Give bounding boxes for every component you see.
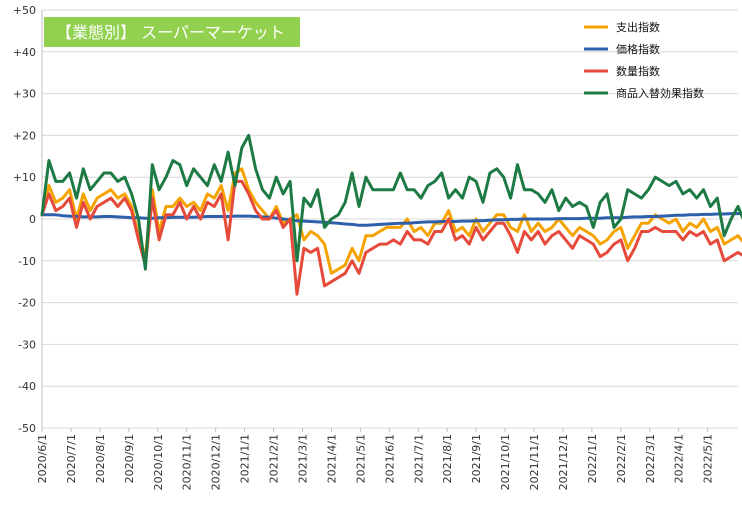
x-tick-label: 2021/11/1 <box>528 434 541 490</box>
x-tick-label: 2021/12/1 <box>557 434 570 490</box>
x-tick-label: 2021/4/1 <box>325 434 338 483</box>
y-axis-ticks: +50 +40 +30 +20 +10 0 -10 -20 -30 -40 -50 <box>13 4 36 435</box>
x-tick-label: 2020/9/1 <box>123 434 136 483</box>
y-tick-label: -40 <box>18 380 36 393</box>
legend-label: 価格指数 <box>616 42 660 56</box>
chart-title: 【業態別】 スーパーマーケット <box>56 23 285 42</box>
y-tick-label: +30 <box>13 88 36 101</box>
gridlines <box>41 9 738 429</box>
y-tick-label: -10 <box>18 255 36 268</box>
legend-label: 商品入替効果指数 <box>616 86 704 100</box>
series-line-2 <box>40 211 742 227</box>
x-tick-label: 2021/8/1 <box>441 434 454 483</box>
x-tick-label: 2021/7/1 <box>412 434 425 483</box>
y-tick-label: +50 <box>13 4 36 17</box>
x-tick-label: 2022/2/1 <box>615 434 628 483</box>
y-tick-label: -20 <box>18 297 36 310</box>
x-tick-label: 2021/5/1 <box>354 434 367 483</box>
x-tick-label: 2021/6/1 <box>383 434 396 483</box>
x-tick-label: 2020/7/1 <box>65 434 78 483</box>
chart-title-box: 【業態別】 スーパーマーケット <box>44 17 300 47</box>
x-tick-label: 2021/1/1 <box>239 434 252 483</box>
x-tick-label: 2020/11/1 <box>181 434 194 490</box>
y-tick-label: -30 <box>18 338 36 351</box>
x-tick-label: 2020/10/1 <box>152 434 165 490</box>
y-tick-label: 0 <box>29 213 36 226</box>
legend-label: 支出指数 <box>616 20 660 34</box>
y-tick-label: +20 <box>13 129 36 142</box>
x-axis-ticks: 2020/6/1 2020/7/1 2020/8/1 2020/9/1 2020/10/… <box>36 428 715 490</box>
x-tick-label: 2020/12/1 <box>210 434 223 490</box>
x-tick-label: 2022/5/1 <box>702 434 715 483</box>
chart-title-background <box>44 17 300 47</box>
y-tick-label: +10 <box>13 171 36 184</box>
series-line-3 <box>40 179 742 296</box>
x-tick-label: 2021/3/1 <box>296 434 309 483</box>
x-tick-label: 2020/8/1 <box>94 434 107 483</box>
x-tick-label: 2021/2/1 <box>268 434 281 483</box>
x-tick-label: 2021/10/1 <box>499 434 512 490</box>
series-line-4 <box>40 133 742 271</box>
y-tick-label: -50 <box>18 422 36 435</box>
legend-label: 数量指数 <box>616 64 660 78</box>
series-lines <box>40 133 742 296</box>
x-tick-label: 2020/6/1 <box>36 434 49 483</box>
x-tick-label: 2022/3/1 <box>644 434 657 483</box>
x-tick-label: 2021/9/1 <box>470 434 483 483</box>
x-tick-label: 2022/1/1 <box>586 434 599 483</box>
y-tick-label: +40 <box>13 46 36 59</box>
x-tick-label: 2022/4/1 <box>673 434 686 483</box>
